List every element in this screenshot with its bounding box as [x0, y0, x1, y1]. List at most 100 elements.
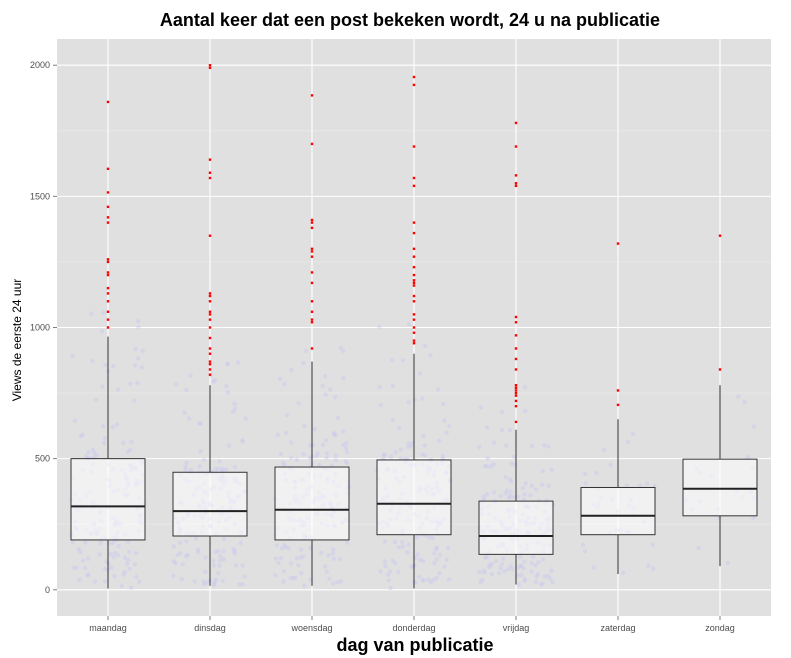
outlier-point: [514, 145, 518, 148]
jitter-point: [529, 443, 535, 448]
jitter-point: [70, 354, 75, 359]
jitter-point: [115, 387, 121, 392]
x-axis-label: dag van publicatie: [336, 635, 493, 655]
jitter-point: [646, 563, 651, 569]
jitter-point: [522, 559, 527, 564]
jitter-point: [282, 568, 287, 574]
outlier-point: [310, 250, 314, 253]
outlier-point: [514, 321, 518, 324]
jitter-point: [499, 409, 505, 415]
jitter-point: [444, 557, 450, 563]
box-maandag: [70, 458, 146, 541]
outlier-point: [616, 242, 620, 245]
jitter-point: [192, 579, 197, 584]
jitter-point: [137, 579, 142, 584]
jitter-point: [184, 460, 189, 465]
jitter-point: [307, 455, 313, 461]
jitter-point: [400, 544, 406, 549]
jitter-point: [415, 552, 420, 557]
jitter-point: [103, 362, 108, 368]
outlier-point: [106, 273, 110, 277]
jitter-point: [608, 462, 613, 468]
jitter-point: [318, 550, 324, 555]
jitter-point: [444, 430, 449, 435]
jitter-point: [323, 373, 328, 379]
outlier-point: [412, 279, 416, 282]
jitter-point: [94, 452, 99, 458]
jitter-point: [282, 462, 287, 468]
jitter-point: [326, 553, 331, 558]
jitter-point: [332, 394, 338, 400]
jitter-point: [341, 429, 346, 434]
jitter-point: [341, 348, 346, 354]
jitter-point: [518, 563, 524, 569]
jitter-point: [135, 380, 140, 385]
jitter-point: [418, 371, 423, 376]
jitter-point: [83, 565, 88, 571]
outlier-point: [514, 315, 518, 319]
jitter-point: [216, 549, 221, 554]
jitter-point: [78, 433, 84, 439]
outlier-point: [514, 121, 518, 125]
jitter-point: [630, 431, 636, 437]
jitter-point: [122, 570, 127, 575]
jitter-point: [503, 474, 508, 480]
outlier-point: [412, 284, 416, 287]
outlier-point: [514, 404, 518, 408]
jitter-point: [98, 540, 103, 546]
jitter-point: [225, 362, 230, 367]
jitter-point: [320, 442, 326, 448]
outlier-point: [412, 265, 416, 269]
outlier-point: [208, 171, 212, 174]
jitter-point: [175, 552, 181, 558]
jitter-point: [428, 579, 434, 585]
jitter-point: [201, 581, 207, 587]
jitter-point: [434, 575, 439, 581]
jitter-point: [298, 555, 304, 560]
jitter-point: [382, 559, 388, 564]
jitter-point: [478, 405, 484, 410]
jitter-point: [184, 539, 189, 544]
jitter-point: [426, 577, 431, 582]
jitter-point: [211, 558, 216, 563]
jitter-point: [294, 556, 300, 561]
outlier-point: [310, 347, 314, 350]
jitter-point: [70, 539, 76, 545]
jitter-point: [224, 383, 229, 389]
jitter-point: [111, 555, 116, 560]
outlier-point: [412, 313, 416, 316]
jitter-point: [316, 462, 322, 468]
outlier-point: [208, 313, 212, 316]
jitter-point: [90, 358, 95, 364]
jitter-point: [278, 555, 284, 561]
jitter-point: [388, 454, 394, 459]
jitter-point: [736, 394, 741, 399]
x-tick-label-woensdag: woensdag: [290, 623, 332, 633]
jitter-point: [323, 392, 328, 397]
jitter-point: [116, 543, 121, 549]
jitter-point: [487, 562, 492, 568]
outlier-point: [106, 216, 110, 219]
jitter-point: [377, 384, 382, 390]
jitter-point: [434, 557, 439, 562]
jitter-point: [343, 445, 349, 451]
outlier-point: [718, 234, 722, 237]
jitter-point: [550, 579, 555, 585]
jitter-point: [90, 447, 96, 452]
outlier-point: [514, 347, 518, 350]
jitter-point: [442, 418, 447, 423]
jitter-point: [591, 565, 596, 570]
jitter-point: [284, 412, 290, 418]
jitter-point: [122, 555, 128, 560]
jitter-point: [178, 540, 183, 545]
jitter-point: [442, 564, 447, 569]
jitter-point: [102, 436, 108, 441]
jitter-point: [696, 545, 701, 551]
jitter-point: [493, 558, 499, 564]
jitter-point: [213, 549, 219, 555]
jitter-point: [97, 552, 102, 557]
jitter-point: [85, 450, 91, 455]
jitter-point: [230, 409, 236, 414]
jitter-point: [378, 402, 383, 408]
outlier-point: [412, 75, 416, 79]
